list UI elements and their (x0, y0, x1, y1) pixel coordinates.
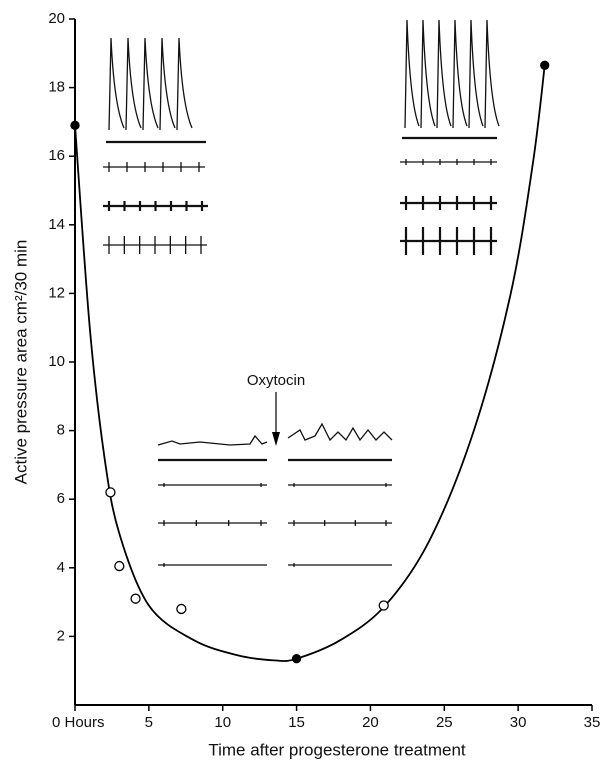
x-tick-label: 30 (510, 714, 527, 731)
arrow-head (272, 432, 280, 446)
y-tick-label: 6 (57, 490, 65, 507)
y-tick-label: 4 (57, 559, 65, 576)
x-tick-label: 35 (584, 714, 601, 731)
x-tick-label: 5 (145, 714, 153, 731)
open-point (177, 604, 186, 613)
pressure-trace (109, 38, 192, 130)
y-tick-label: 12 (48, 284, 65, 301)
recording-insets (103, 20, 499, 567)
y-tick-label: 16 (48, 147, 65, 164)
open-point (106, 488, 115, 497)
open-point (379, 601, 388, 610)
y-tick-label: 14 (48, 216, 65, 233)
y-tick-label: 10 (48, 353, 65, 370)
fit-curve (75, 65, 545, 661)
x-axis-title: Time after progesterone treatment (208, 740, 466, 759)
x-tick-label: 25 (436, 714, 453, 731)
open-point (115, 562, 124, 571)
y-tick-label: 2 (57, 627, 65, 644)
pressure-trace (288, 424, 392, 440)
x-tick-label: 0 Hours (52, 714, 105, 731)
y-axis-title: Active pressure area cm²/30 min (11, 240, 30, 485)
filled-point (541, 61, 549, 69)
filled-point (293, 655, 301, 663)
pressure-trace (405, 20, 499, 128)
y-tick-label: 18 (48, 79, 65, 96)
x-tick-label: 15 (288, 714, 305, 731)
pressure-trace (158, 436, 267, 445)
chart: Time after progesterone treatment Active… (0, 0, 603, 763)
x-tick-label: 10 (214, 714, 231, 731)
annotation: Oxytocin (247, 372, 305, 389)
y-tick-label: 20 (48, 10, 65, 27)
open-point (131, 594, 140, 603)
x-tick-label: 20 (362, 714, 379, 731)
y-tick-label: 8 (57, 422, 65, 439)
filled-point (71, 121, 79, 129)
